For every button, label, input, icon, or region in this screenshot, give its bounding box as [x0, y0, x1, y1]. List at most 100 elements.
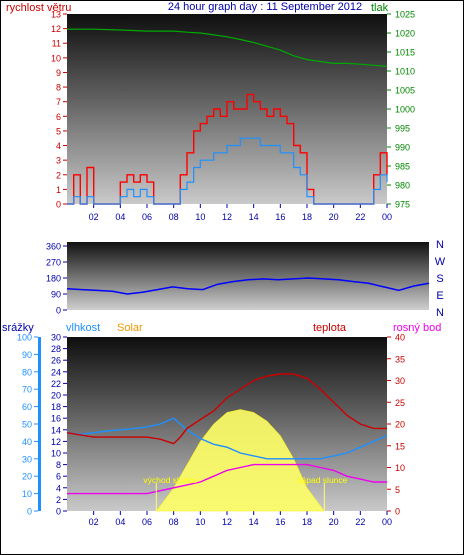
wind-x-ticks: 02 04 06 08 10 12 14 16 18 20 22 00: [89, 204, 392, 222]
direction-tick-label: 0: [56, 306, 61, 316]
compass-label: S: [436, 273, 443, 285]
humidity-tick-label: 18: [51, 402, 61, 412]
x-tick-label: 14: [249, 517, 259, 527]
humidity-tick-label: 24: [51, 367, 61, 377]
dewpoint-line: [67, 463, 387, 495]
x-tick-label: 22: [355, 212, 365, 222]
x-tick-label: 04: [115, 212, 125, 222]
wind-tick-label: 12: [51, 24, 61, 34]
humidity-line: [66, 417, 388, 460]
humidity-label: vlhkost: [66, 322, 100, 334]
wind-line: [67, 137, 388, 205]
x-tick-label: 04: [115, 517, 125, 527]
wind-tick-label: 11: [52, 39, 61, 49]
wind-axis-label: rychlost větru: [6, 2, 71, 14]
temperature-tick-label: 0: [395, 507, 400, 517]
wind-tick-label: 4: [56, 141, 61, 151]
pressure-tick-label: 1000: [395, 105, 415, 115]
solar-area: [155, 409, 325, 512]
x-tick-label: 06: [142, 212, 152, 222]
rain-tick-label: 20: [22, 472, 32, 482]
rain-tick-label: 90: [22, 350, 32, 360]
x-tick-label: 20: [329, 212, 339, 222]
temperature-tick-label: 20: [395, 420, 405, 430]
temp-x-ticks: 02 04 06 08 10 12 14 16 18 20 22 00: [89, 511, 392, 527]
humidity-tick-label: 16: [51, 414, 61, 424]
pressure-line: [67, 28, 388, 67]
x-tick-label: 02: [89, 517, 99, 527]
direction-line: [66, 277, 430, 295]
chart-title: 24 hour graph day : 11 September 2012: [168, 1, 362, 13]
direction-plot-area: [67, 242, 429, 310]
x-tick-label: 00: [382, 517, 392, 527]
rain-tick-label: 30: [22, 454, 32, 464]
temperature-label: teplota: [313, 322, 347, 334]
humidity-tick-label: 6: [56, 472, 61, 482]
compass-label: W: [435, 256, 446, 268]
rain-tick-label: 100: [17, 333, 32, 343]
temperature-tick-label: 25: [395, 398, 405, 408]
dewpoint-label: rosný bod: [393, 322, 441, 334]
wind-tick-label: 5: [56, 126, 61, 136]
x-tick-label: 08: [169, 517, 179, 527]
humidity-tick-label: 26: [51, 356, 61, 366]
rain-tick-label: 40: [22, 437, 32, 447]
wind-tick-label: 0: [56, 200, 61, 210]
humidity-tick-label: 0: [56, 507, 61, 517]
temp-series: východ slunce západ slunce: [66, 373, 388, 512]
compass-label: E: [436, 290, 443, 302]
temperature-tick-label: 35: [395, 354, 405, 364]
temperature-tick-label: 10: [395, 463, 405, 473]
pressure-tick-label: 990: [395, 143, 410, 153]
wind-tick-label: 7: [56, 97, 61, 107]
wind-pressure-panel: rychlost větru 24 hour graph day : 11 Se…: [6, 1, 415, 222]
rain-tick-label: 70: [22, 385, 32, 395]
temperature-tick-label: 5: [395, 485, 400, 495]
humidity-tick-label: 28: [51, 344, 61, 354]
humidity-tick-label: 4: [56, 483, 61, 493]
humidity-tick-label: 2: [56, 495, 61, 505]
humidity-tick-label: 8: [56, 460, 61, 470]
wind-tick-label: 13: [51, 10, 61, 20]
sunset-annotation: západ slunce: [297, 475, 347, 485]
pressure-tick-label: 1020: [395, 29, 415, 39]
rain-tick-label: 0: [27, 507, 32, 517]
pressure-tick-label: 975: [395, 200, 410, 210]
x-tick-label: 22: [355, 517, 365, 527]
sunrise-annotation: východ slunce: [143, 475, 197, 485]
rain-axis-bar: [38, 337, 41, 511]
wind-tick-label: 6: [56, 112, 61, 122]
x-tick-label: 14: [249, 212, 259, 222]
wind-tick-label: 2: [56, 170, 61, 180]
direction-series: [66, 277, 430, 295]
x-tick-label: 10: [195, 212, 205, 222]
x-tick-label: 16: [275, 212, 285, 222]
compass-label: N: [436, 239, 444, 251]
direction-tick-label: 180: [46, 274, 61, 284]
x-tick-label: 08: [169, 212, 179, 222]
temperature-line: [66, 373, 387, 445]
temp-humidity-panel: srážky vlhkost Solar teplota rosný bod 0…: [2, 322, 441, 527]
temperature-tick-label: 15: [395, 441, 405, 451]
pressure-tick-label: 1005: [395, 86, 415, 96]
wind-series: [67, 28, 388, 205]
rain-tick-label: 80: [22, 367, 32, 377]
pressure-tick-label: 985: [395, 162, 410, 172]
rain-tick-label: 60: [22, 402, 32, 412]
x-tick-label: 12: [222, 212, 232, 222]
direction-tick-label: 90: [51, 290, 61, 300]
pressure-tick-label: 980: [395, 181, 410, 191]
compass-label: N: [436, 307, 444, 319]
pressure-tick-label: 1010: [395, 67, 415, 77]
x-tick-label: 02: [89, 212, 99, 222]
x-tick-label: 16: [275, 517, 285, 527]
x-tick-label: 20: [329, 517, 339, 527]
wind-tick-label: 1: [56, 185, 61, 195]
rain-tick-label: 50: [22, 420, 32, 430]
humidity-tick-label: 22: [51, 379, 61, 389]
humidity-tick-label: 14: [51, 425, 61, 435]
